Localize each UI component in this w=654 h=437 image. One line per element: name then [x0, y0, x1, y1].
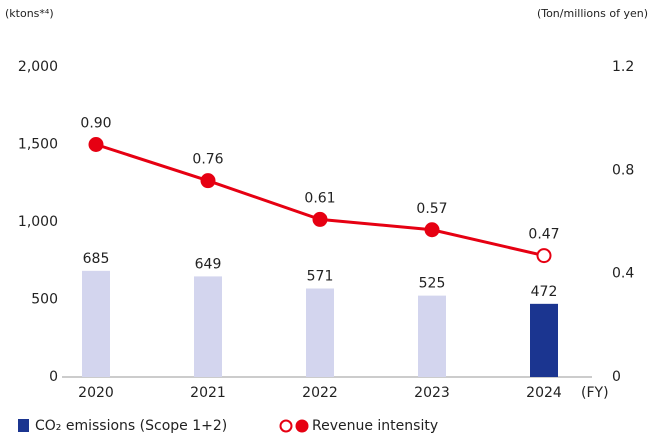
- legend-label: Revenue intensity: [312, 418, 438, 434]
- line-marker: [200, 173, 216, 189]
- bar: [194, 276, 222, 377]
- line-value-label: 0.76: [192, 152, 223, 168]
- line-value-label: 0.61: [304, 190, 335, 206]
- line-value-label: 0.47: [528, 227, 559, 243]
- x-axis-title: (FY): [581, 385, 609, 401]
- bar: [82, 270, 110, 377]
- y2-tick-label: 1.2: [612, 59, 634, 75]
- line-marker: [312, 211, 328, 227]
- legend-swatch: [279, 419, 293, 433]
- y2-tick-label: 0.4: [612, 266, 634, 282]
- bar-value-label: 571: [307, 268, 334, 284]
- bar: [530, 303, 558, 377]
- x-tick-label: 2023: [414, 385, 450, 401]
- y-tick-label: 500: [31, 292, 58, 308]
- line-marker: [424, 222, 440, 238]
- y-tick-label: 1,000: [18, 214, 58, 230]
- line-value-label: 0.90: [80, 116, 111, 132]
- line-value-label: 0.57: [416, 201, 447, 217]
- x-tick-label: 2021: [190, 385, 226, 401]
- bar-value-label: 649: [195, 256, 222, 272]
- legend-swatch: [18, 419, 29, 432]
- y-tick-label: 2,000: [18, 59, 58, 75]
- bar-value-label: 472: [531, 284, 558, 300]
- y-axis-title: (ktons*⁴): [5, 7, 54, 20]
- legend-label: CO₂ emissions (Scope 1+2): [35, 418, 227, 434]
- y2-tick-label: 0.8: [612, 162, 634, 178]
- x-tick-label: 2022: [302, 385, 338, 401]
- y2-tick-label: 0: [612, 369, 621, 385]
- x-tick-label: 2024: [526, 385, 562, 401]
- line-marker: [88, 137, 104, 152]
- y-tick-label: 0: [49, 369, 58, 385]
- x-tick-label: 2020: [78, 385, 114, 401]
- line-marker: [536, 248, 552, 264]
- bar: [306, 288, 334, 377]
- bar: [418, 295, 446, 377]
- y-tick-label: 1,500: [18, 137, 58, 153]
- legend-swatch: [295, 419, 309, 433]
- bar-value-label: 525: [419, 276, 446, 292]
- bar-value-label: 685: [83, 251, 110, 267]
- y2-axis-title: (Ton/millions of yen): [537, 7, 648, 20]
